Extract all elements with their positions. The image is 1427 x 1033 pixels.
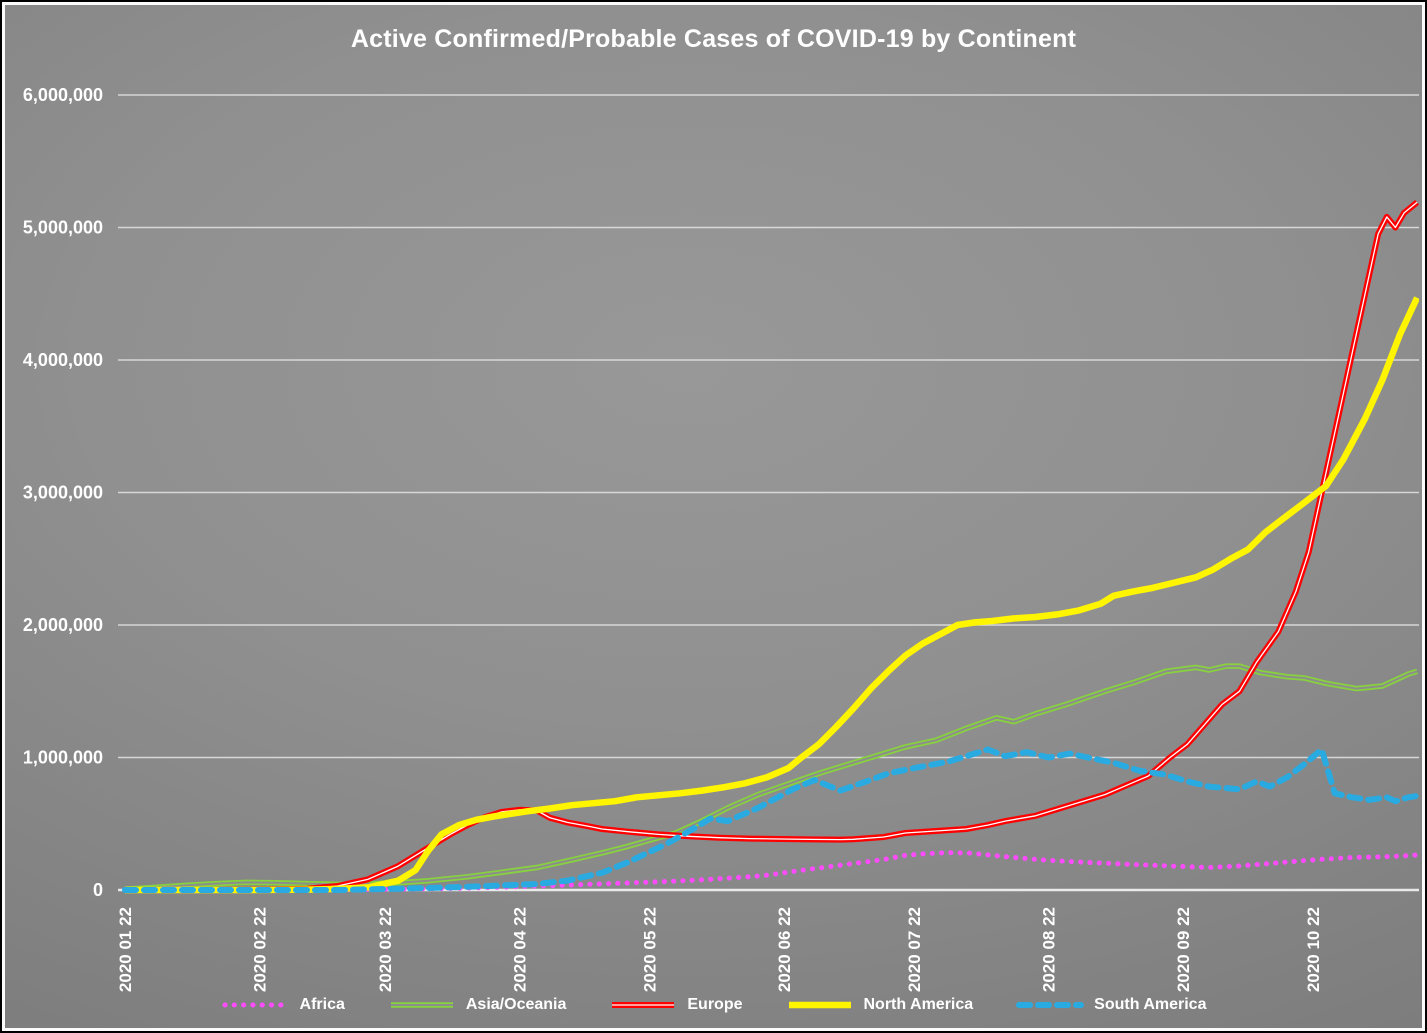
- legend-label-north_america: North America: [863, 996, 974, 1013]
- legend-item-africa: Africa: [221, 996, 345, 1014]
- y-axis-label: 1,000,000: [23, 748, 103, 768]
- series-north_america: [125, 296, 1419, 894]
- series-europe: [125, 199, 1419, 893]
- chart-canvas: 0 1,000,000 2,000,000 3,000,000 4,000,000 5,0…: [23, 85, 1419, 992]
- y-axis-label: 4,000,000: [23, 350, 103, 370]
- legend-swatch-africa: [222, 1002, 290, 1008]
- legend-swatch-europe: [612, 1002, 675, 1008]
- series-south_america: [122, 746, 1419, 893]
- legend-label-africa: Africa: [299, 996, 345, 1013]
- legend-label-asia_oceania: Asia/Oceania: [465, 996, 567, 1013]
- x-axis-label: 2020 08 22: [1040, 907, 1059, 992]
- legend-item-europe: Europe: [608, 996, 743, 1014]
- legend-label-south_america: South America: [1094, 996, 1207, 1013]
- y-axis-label: 2,000,000: [23, 615, 103, 635]
- y-axis-label: 3,000,000: [23, 483, 103, 503]
- legend-item-asia_oceania: Asia/Oceania: [387, 996, 567, 1014]
- legend-item-south_america: South America: [1015, 996, 1206, 1014]
- legend-item-north_america: North America: [785, 996, 974, 1014]
- chart-title: Active Confirmed/Probable Cases of COVID…: [350, 25, 1077, 53]
- x-axis-label: 2020 07 22: [905, 907, 924, 992]
- legend-label-europe: Europe: [687, 996, 743, 1013]
- x-axis-label: 2020 03 22: [376, 907, 395, 992]
- legend: Africa Asia/Oceania Europe North America Sou…: [5, 996, 1422, 1014]
- legend-swatch-south_america: [1016, 1002, 1085, 1008]
- series-africa: [122, 850, 1419, 893]
- legend-swatch-north_america: [788, 1001, 851, 1009]
- x-axis-label: 2020 04 22: [511, 907, 530, 992]
- y-axis-label: 5,000,000: [23, 218, 103, 238]
- x-axis-label: 2020 01 22: [116, 907, 135, 992]
- x-axis-label: 2020 10 22: [1304, 907, 1323, 992]
- x-axis-label: 2020 02 22: [250, 907, 269, 992]
- y-axis-label: 0: [93, 880, 103, 900]
- y-axis-label: 6,000,000: [23, 85, 103, 105]
- x-axis-label: 2020 09 22: [1174, 907, 1193, 992]
- x-axis-label: 2020 06 22: [775, 907, 794, 992]
- x-axis-label: 2020 05 22: [641, 907, 660, 992]
- series-asia_oceania: [124, 663, 1418, 893]
- legend-swatch-asia_oceania: [390, 1002, 453, 1008]
